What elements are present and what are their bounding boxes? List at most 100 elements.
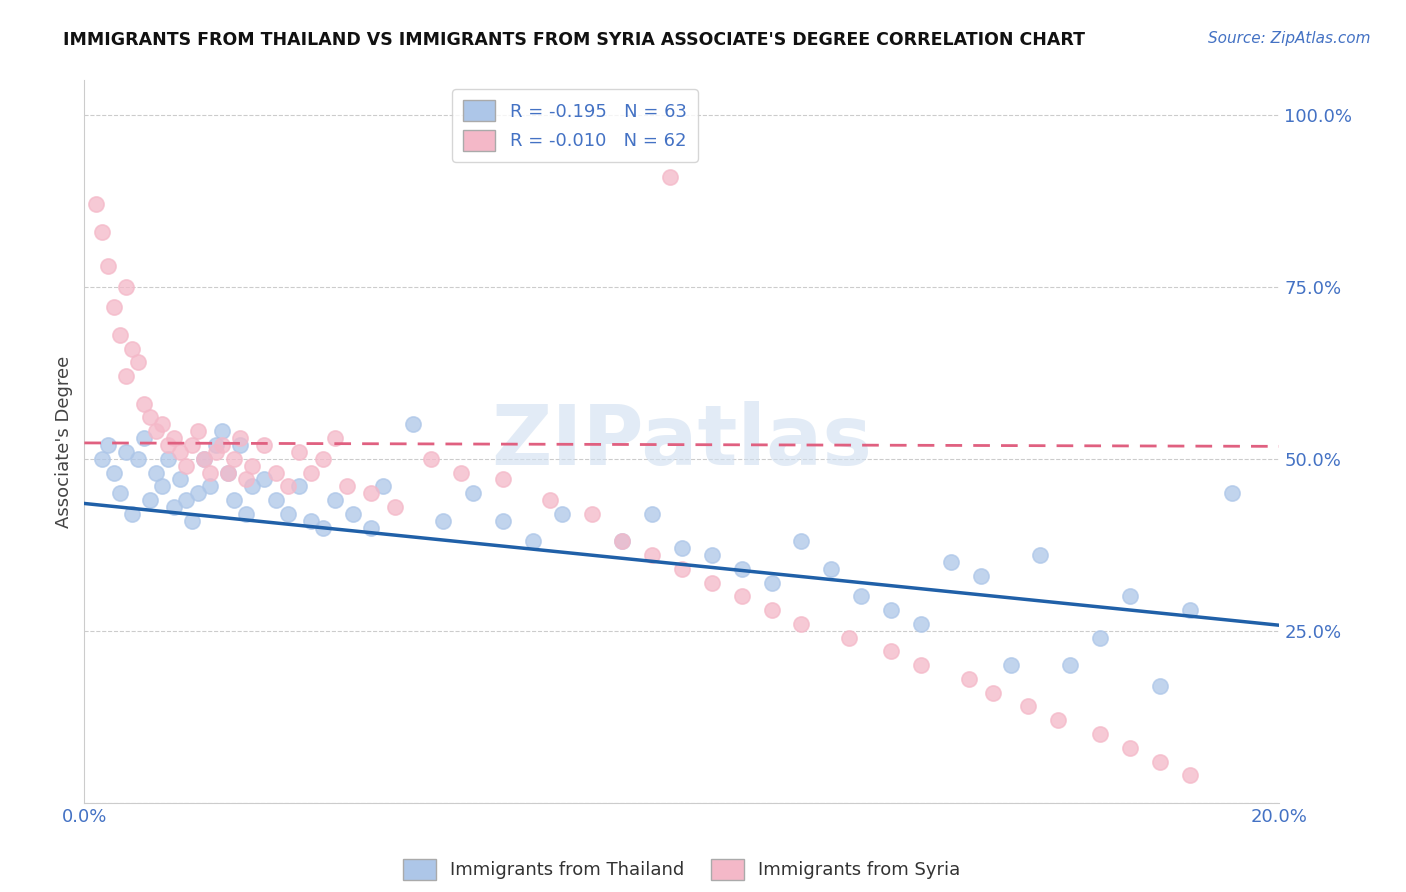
Point <box>115 279 138 293</box>
Point <box>1119 740 1142 755</box>
Point <box>540 493 562 508</box>
Point <box>240 479 263 493</box>
Point <box>492 472 515 486</box>
Point <box>163 431 186 445</box>
Point <box>325 493 347 508</box>
Point <box>671 562 693 576</box>
Point <box>127 451 149 466</box>
Point <box>222 451 245 466</box>
Point <box>288 479 311 493</box>
Point <box>222 493 245 508</box>
Point <box>217 466 239 480</box>
Point <box>312 520 335 534</box>
Point <box>790 534 813 549</box>
Point <box>235 472 257 486</box>
Point <box>103 466 125 480</box>
Point <box>205 445 228 459</box>
Point <box>91 451 114 466</box>
Point <box>181 514 204 528</box>
Point <box>522 534 544 549</box>
Point <box>336 479 359 493</box>
Point <box>461 486 484 500</box>
Point <box>139 410 162 425</box>
Point <box>145 424 167 438</box>
Point <box>450 466 472 480</box>
Point <box>671 541 693 556</box>
Point <box>211 424 233 438</box>
Point <box>1090 727 1112 741</box>
Point <box>169 445 191 459</box>
Point <box>228 438 252 452</box>
Point <box>820 562 842 576</box>
Point <box>110 327 132 342</box>
Point <box>253 438 276 452</box>
Point <box>384 500 406 514</box>
Point <box>217 466 239 480</box>
Text: Source: ZipAtlas.com: Source: ZipAtlas.com <box>1208 31 1371 46</box>
Point <box>360 520 382 534</box>
Point <box>127 355 149 369</box>
Point <box>641 507 664 521</box>
Point <box>420 451 443 466</box>
Point <box>957 672 980 686</box>
Point <box>163 500 186 514</box>
Point <box>150 417 173 432</box>
Point <box>1220 486 1243 500</box>
Point <box>193 451 215 466</box>
Point <box>288 445 311 459</box>
Point <box>198 466 221 480</box>
Point <box>253 472 276 486</box>
Point <box>312 451 335 466</box>
Point <box>970 568 993 582</box>
Point <box>264 466 287 480</box>
Point <box>157 438 180 452</box>
Point <box>139 493 162 508</box>
Point <box>1047 713 1070 727</box>
Point <box>612 534 634 549</box>
Point <box>612 534 634 549</box>
Point <box>150 479 173 493</box>
Point <box>790 616 813 631</box>
Point <box>264 493 287 508</box>
Point <box>193 451 215 466</box>
Point <box>211 438 233 452</box>
Point <box>235 507 257 521</box>
Point <box>880 603 903 617</box>
Point <box>97 259 120 273</box>
Point <box>731 590 754 604</box>
Point <box>1119 590 1142 604</box>
Point <box>492 514 515 528</box>
Point <box>132 431 156 445</box>
Point <box>1029 548 1052 562</box>
Point <box>115 369 138 384</box>
Point <box>301 466 323 480</box>
Point <box>157 451 180 466</box>
Point <box>939 555 962 569</box>
Point <box>761 603 783 617</box>
Point <box>373 479 395 493</box>
Point <box>277 507 299 521</box>
Point <box>700 575 723 590</box>
Point <box>228 431 252 445</box>
Point <box>1149 755 1171 769</box>
Point <box>581 507 603 521</box>
Point <box>1178 768 1201 782</box>
Point <box>342 507 364 521</box>
Point <box>132 397 156 411</box>
Point <box>910 616 932 631</box>
Point <box>174 493 197 508</box>
Point <box>1000 658 1022 673</box>
Point <box>121 342 143 356</box>
Point <box>851 590 873 604</box>
Point <box>360 486 382 500</box>
Point <box>838 631 860 645</box>
Point <box>880 644 903 658</box>
Point <box>761 575 783 590</box>
Point <box>700 548 723 562</box>
Legend: Immigrants from Thailand, Immigrants from Syria: Immigrants from Thailand, Immigrants fro… <box>396 852 967 887</box>
Point <box>1090 631 1112 645</box>
Point <box>103 301 125 315</box>
Point <box>301 514 323 528</box>
Point <box>110 486 132 500</box>
Point <box>97 438 120 452</box>
